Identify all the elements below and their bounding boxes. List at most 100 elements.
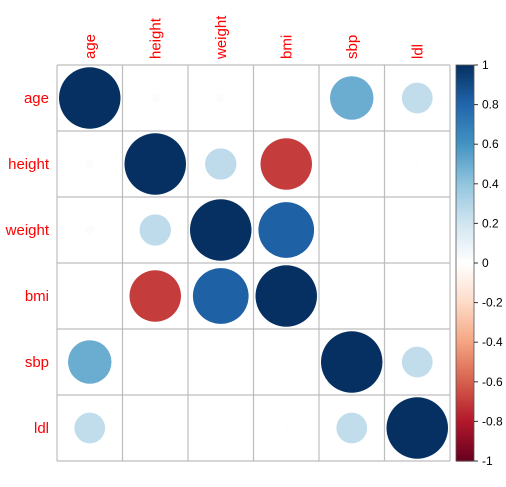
colorbar-segment [456, 167, 474, 171]
colorbar-segment [456, 441, 474, 444]
row-label-height: height [8, 156, 50, 173]
colorbar-segment [456, 395, 474, 399]
colorbar-segment [456, 304, 474, 308]
colorbar-tick-label: 0.4 [482, 177, 499, 191]
row-label-bmi: bmi [25, 288, 49, 305]
corr-circle-age-bmi [283, 94, 290, 102]
colorbar-segment [456, 270, 474, 274]
corr-circle-bmi-sbp [348, 292, 355, 300]
corr-circle-height-height [124, 133, 186, 195]
corr-circle-height-age [85, 159, 95, 169]
col-label-weight: weight [213, 15, 230, 60]
colorbar-segment [456, 84, 474, 88]
colorbar-segment [456, 259, 474, 262]
colorbar-segment [456, 235, 474, 238]
colorbar-segment [456, 322, 474, 325]
colorbar-segment [456, 160, 474, 163]
colorbar-segment [456, 239, 474, 242]
colorbar-segment [456, 457, 474, 460]
col-label-sbp: sbp [344, 35, 361, 59]
colorbar-segment [456, 171, 474, 175]
colorbar-segment [456, 419, 474, 422]
colorbar-segment [456, 282, 474, 286]
colorbar-segment [456, 369, 474, 373]
colorbar-segment [456, 183, 474, 187]
colorbar-segment [456, 231, 474, 234]
col-label-height: height [147, 17, 164, 59]
colorbar-segment [456, 199, 474, 203]
colorbar-segment [456, 399, 474, 403]
corr-circle-age-weight [216, 93, 226, 103]
colorbar-segment [456, 247, 474, 250]
colorbar-segment [456, 360, 474, 363]
colorbar-segment [456, 397, 474, 401]
colorbar-segment [456, 150, 474, 153]
colorbar-segment [456, 336, 474, 339]
grid-layer [56, 64, 451, 462]
colorbar-segment [456, 253, 474, 256]
colorbar-segment [456, 164, 474, 167]
colorbar-tick-label: -1 [482, 454, 493, 468]
colorbar-segment [456, 433, 474, 436]
colorbar-segment [456, 308, 474, 312]
colorbar-segment [456, 413, 474, 417]
colorbar-segment [456, 245, 474, 248]
colorbar-segment [456, 312, 474, 316]
colorbar-segment [456, 229, 474, 232]
colorbar-segment [456, 134, 474, 137]
corr-circle-bmi-bmi [255, 265, 317, 327]
colorbar-segment [456, 203, 474, 207]
colorbar-segment [456, 148, 474, 151]
colorbar-segment [456, 110, 474, 114]
colorbar-segment [456, 98, 474, 102]
colorbar-segment [456, 211, 474, 215]
corr-circle-weight-weight [190, 199, 252, 261]
colorbar-tick-label: -0.2 [482, 296, 503, 310]
colorbar-segment [456, 122, 474, 125]
colorbar-segment [456, 162, 474, 165]
corr-circle-sbp-bmi [283, 358, 290, 366]
row-label-age: age [24, 90, 49, 107]
corr-circle-ldl-height [152, 424, 159, 432]
colorbar-segment [456, 453, 474, 456]
colorbar-segment [456, 362, 474, 365]
colorbar-segment [456, 449, 474, 452]
colorbar-segment [456, 191, 474, 195]
corr-circle-sbp-age [68, 340, 112, 384]
colorbar-segment [456, 346, 474, 349]
colorbar-segment [456, 130, 474, 133]
colorbar-segment [456, 189, 474, 193]
colorbar-segment [456, 118, 474, 122]
colorbar-segment [456, 318, 474, 322]
colorbar-segment [456, 371, 474, 375]
colorbar-segment [456, 154, 474, 157]
colorbar-segment [456, 169, 474, 173]
corr-circle-sbp-sbp [321, 331, 383, 393]
colorbar-tick-label: -0.6 [482, 375, 503, 389]
colorbar-segment [456, 173, 474, 177]
colorbar-segment [456, 72, 474, 76]
colorbar-segment [456, 142, 474, 145]
corr-circle-weight-bmi [258, 202, 315, 258]
colorbar-tick-label: 0 [482, 256, 489, 270]
colorbar-segment [456, 158, 474, 161]
colorbar-segment [456, 144, 474, 147]
colorbar-segment [456, 437, 474, 440]
colorbar-segment [456, 68, 474, 72]
corr-circle-age-sbp [330, 76, 374, 120]
colorbar-segment [456, 356, 474, 359]
colorbar-segment [456, 249, 474, 252]
col-label-age: age [82, 34, 99, 59]
colorbar-segment [456, 298, 474, 302]
colorbar-segment [456, 332, 474, 335]
colorbar-segment [456, 126, 474, 129]
colorbar-segment [456, 175, 474, 179]
corr-circle-weight-height [139, 214, 171, 246]
colorbar-segment [456, 455, 474, 458]
colorbar-segment [456, 92, 474, 96]
colorbar-segment [456, 124, 474, 127]
colorbar-segment [456, 280, 474, 284]
colorbar-segment [456, 377, 474, 381]
colorbar-segment [456, 328, 474, 331]
